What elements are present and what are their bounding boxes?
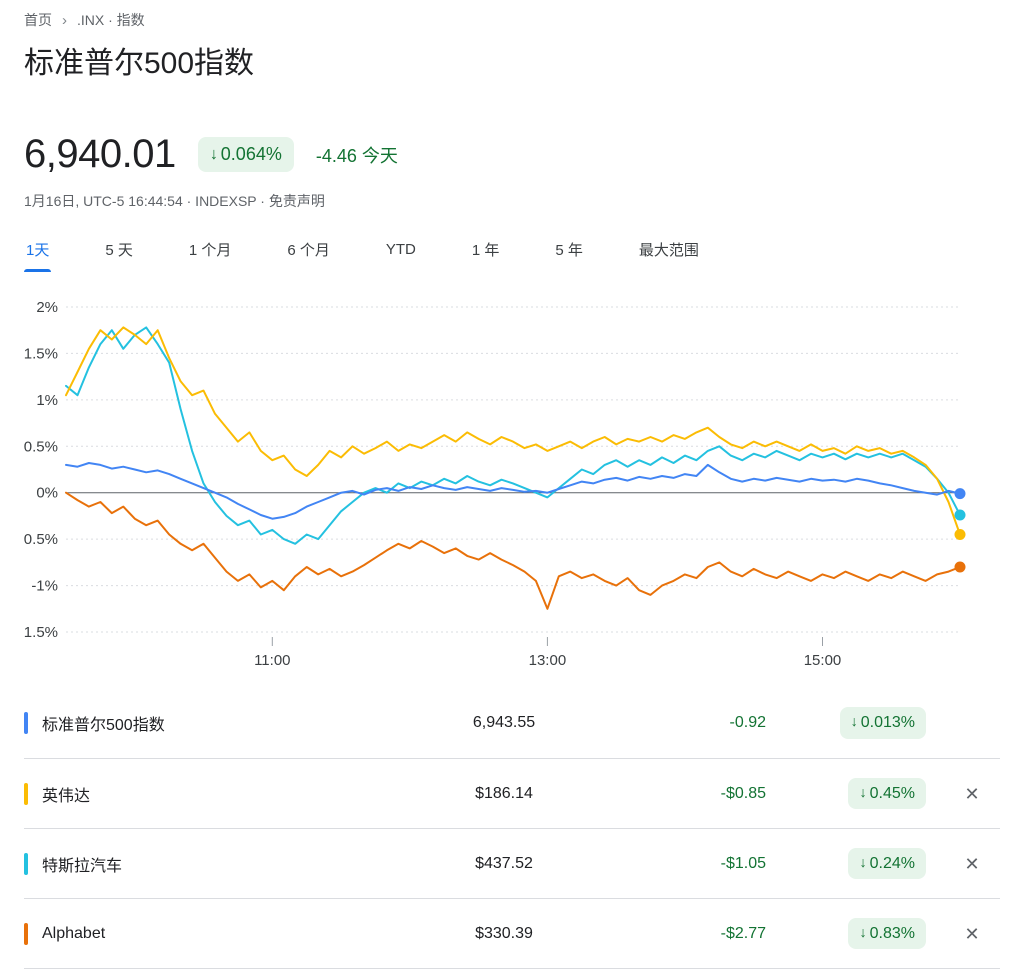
change-value: -$1.05 [720, 854, 766, 872]
change-value: -$0.85 [720, 784, 766, 802]
remove-comparison-button[interactable]: ✕ [964, 925, 979, 943]
breadcrumb-home-link[interactable]: 首页 [24, 12, 52, 28]
y-axis-label: 0% [36, 485, 58, 502]
percent-change-badge: ↓ 0.064% [197, 136, 294, 173]
close-icon: ✕ [964, 783, 980, 804]
percent-badge: ↓ 0.24% [848, 847, 926, 880]
table-row[interactable]: 英伟达 $186.14 -$0.85 ↓ 0.45% ✕ [24, 758, 1000, 828]
close-icon: ✕ [964, 923, 980, 944]
series-line [65, 462, 961, 520]
series-color-marker [24, 922, 28, 945]
x-axis-label: 11:00 [254, 652, 290, 669]
percent-badge: ↓ 0.45% [848, 777, 926, 810]
y-axis-label: 1% [36, 392, 58, 409]
percent-change-value: 0.064% [220, 143, 282, 164]
series-color-marker [24, 782, 28, 805]
down-arrow-icon: ↓ [209, 144, 218, 163]
y-axis-label: 2% [36, 299, 58, 316]
instrument-name: 特斯拉汽车 [42, 857, 123, 875]
table-row[interactable]: 特斯拉汽车 $437.52 -$1.05 ↓ 0.24% ✕ [24, 828, 1000, 898]
x-axis-label: 13:00 [529, 652, 567, 669]
percent-value: 0.24% [869, 854, 915, 872]
down-arrow-icon: ↓ [859, 854, 867, 871]
tab-max[interactable]: 最大范围 [637, 235, 701, 272]
tab-6m[interactable]: 6 个月 [285, 235, 332, 272]
breadcrumb-current: .INX · 指数 [77, 12, 145, 28]
current-price: 6,940.01 [24, 132, 176, 176]
price-header: 6,940.01 ↓ 0.064% -4.46 今天 [24, 132, 1000, 177]
series-end-dot [954, 488, 966, 500]
down-arrow-icon: ↓ [859, 924, 867, 941]
comparison-table: 标准普尔500指数 6,943.55 -0.92 ↓ 0.013% 英伟达 $1… [24, 688, 1000, 969]
quote-meta: 1月16日, UTC-5 16:44:54 · INDEXSP · 免责声明 [24, 191, 1000, 211]
price-value: 6,943.55 [472, 714, 536, 731]
table-row[interactable]: Alphabet $330.39 -$2.77 ↓ 0.83% ✕ [24, 898, 1000, 968]
percent-badge: ↓ 0.83% [848, 917, 926, 950]
tab-1m[interactable]: 1 个月 [187, 235, 234, 272]
remove-comparison-button[interactable]: ✕ [964, 855, 979, 873]
down-arrow-icon: ↓ [850, 714, 858, 731]
y-axis-label: -0.5% [24, 531, 58, 548]
instrument-name: 标准普尔500指数 [42, 717, 165, 734]
chart-area: 2% 1.5% 1% 0.5% 0% -0.5% -1% -1.5% 11:00 13:00 15:… [19, 286, 1000, 676]
percent-value: 0.013% [860, 714, 915, 732]
price-value: $330.39 [475, 924, 533, 942]
series-color-marker [24, 712, 28, 734]
tab-1y[interactable]: 1 年 [470, 235, 502, 272]
close-icon: ✕ [964, 853, 980, 874]
tab-1d[interactable]: 1天 [24, 235, 52, 272]
series-line [65, 491, 961, 610]
chevron-right-icon: › [62, 11, 67, 29]
series-end-dot [954, 509, 966, 521]
disclaimer-link[interactable]: 免责声明 [268, 193, 325, 209]
series-end-dot [954, 529, 966, 540]
y-axis-label: -1.5% [24, 624, 58, 641]
tab-5y[interactable]: 5 年 [553, 235, 585, 272]
percent-value: 0.45% [869, 784, 915, 802]
series-line [65, 326, 961, 536]
change-value: -0.92 [729, 714, 766, 731]
tab-ytd[interactable]: YTD [384, 235, 418, 272]
quote-timestamp: 1月16日, UTC-5 16:44:54 · INDEXSP · [24, 193, 265, 209]
y-axis-label: -1% [31, 578, 58, 595]
series-color-marker [24, 852, 28, 875]
page-title: 标准普尔500指数 [24, 47, 255, 80]
price-value: $437.52 [475, 854, 533, 872]
change-value: -$2.77 [720, 924, 766, 942]
tab-5d[interactable]: 5 天 [103, 235, 135, 272]
price-value: $186.14 [475, 784, 533, 802]
down-arrow-icon: ↓ [859, 784, 867, 801]
change-amount-today: -4.46 今天 [315, 145, 398, 166]
series-end-dot [954, 561, 966, 573]
table-row[interactable]: 标准普尔500指数 6,943.55 -0.92 ↓ 0.013% [24, 688, 1000, 758]
percent-badge: ↓ 0.013% [839, 707, 926, 739]
breadcrumb: 首页 › .INX · 指数 [24, 0, 1000, 30]
instrument-name: 英伟达 [42, 787, 91, 805]
percent-value: 0.83% [869, 924, 915, 942]
remove-comparison-button[interactable]: ✕ [964, 785, 979, 803]
series-line [65, 326, 961, 545]
y-axis-label: 1.5% [24, 345, 58, 362]
x-axis-label: 15:00 [804, 652, 842, 669]
range-tabs: 1天 5 天 1 个月 6 个月 YTD 1 年 5 年 最大范围 [24, 235, 1000, 272]
price-chart[interactable]: 2% 1.5% 1% 0.5% 0% -0.5% -1% -1.5% 11:00 13:00 15:… [19, 286, 1000, 671]
y-axis-label: 0.5% [24, 438, 58, 455]
instrument-name: Alphabet [42, 924, 106, 942]
